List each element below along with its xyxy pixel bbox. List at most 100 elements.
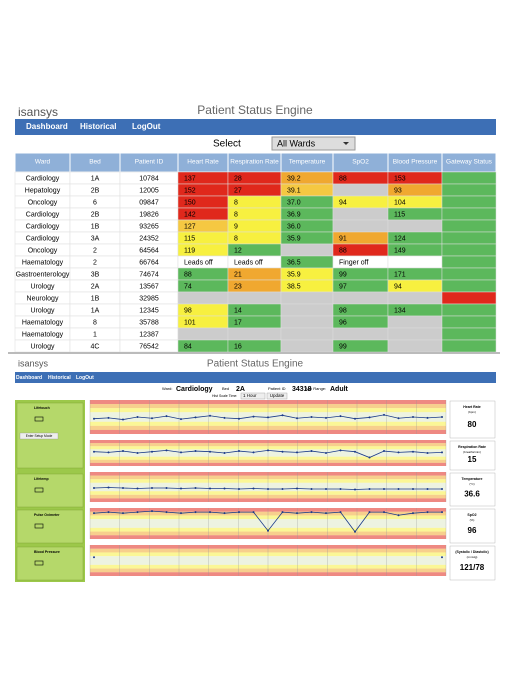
- cell-text: 64564: [139, 247, 159, 254]
- logo: isansys: [18, 358, 49, 368]
- cell-text: 17: [234, 319, 242, 326]
- cell: [280, 303, 334, 317]
- cell-text: Cardiology: [26, 235, 60, 242]
- divider: [8, 352, 500, 354]
- update-button[interactable]: [266, 392, 288, 400]
- cell: [332, 291, 389, 305]
- cell: [280, 243, 334, 257]
- logo: isansys: [18, 105, 58, 119]
- reading-label: Temperature: [462, 477, 483, 481]
- cell-text: Oncology: [28, 199, 58, 206]
- series-line: [93, 449, 443, 458]
- cell: [441, 171, 497, 185]
- cell: [387, 255, 443, 269]
- cell-text: 1B: [91, 223, 100, 230]
- cell: [280, 291, 334, 305]
- cell: [441, 339, 497, 353]
- cell-text: 137: [184, 175, 196, 182]
- header-text: Blood Pressure: [393, 159, 438, 166]
- reading-value: 96: [468, 526, 477, 535]
- cell-text: 124: [394, 235, 406, 242]
- cell-text: Urology: [30, 307, 55, 314]
- cell-text: 153: [394, 175, 406, 182]
- nav-item[interactable]: LogOut: [132, 122, 161, 131]
- cell-text: Oncology: [28, 247, 58, 254]
- cell-text: 98: [184, 307, 192, 314]
- cell-text: 91: [339, 235, 347, 242]
- cell-text: 36.5: [287, 259, 301, 266]
- reading-unit: (bpm): [468, 410, 476, 414]
- cell-text: 152: [184, 187, 196, 194]
- cell-text: 12005: [139, 187, 159, 194]
- cell-text: 12345: [139, 307, 159, 314]
- cell: [441, 231, 497, 245]
- battery: [34, 560, 44, 566]
- reading-value: 80: [468, 420, 477, 429]
- cell-text: 88: [184, 271, 192, 278]
- device-box: [16, 546, 84, 581]
- select-label: Select: [213, 139, 241, 150]
- cell-text: 66764: [139, 259, 159, 266]
- reading-label: SpO2: [467, 513, 476, 517]
- cell-text: 119: [184, 247, 195, 254]
- cell-text: Cardiology: [26, 175, 60, 182]
- scale-label: Hist Scale Time:: [212, 394, 237, 398]
- cell-text: 24352: [139, 235, 159, 242]
- cell: [387, 219, 443, 233]
- header-text: Temperature: [289, 159, 326, 166]
- cell: [280, 315, 334, 329]
- cell-text: 142: [184, 211, 196, 218]
- cell-text: 39.2: [287, 175, 301, 182]
- nav-item[interactable]: Dashboard: [16, 375, 42, 381]
- title: Patient Status Engine: [197, 103, 313, 117]
- reading-label: Heart Rate: [463, 405, 481, 409]
- cell-text: 1B: [91, 295, 100, 302]
- cell: [441, 303, 497, 317]
- cell-text: 37.0: [287, 199, 301, 206]
- reading-value: 36.6: [464, 489, 480, 498]
- header-text: SpO2: [352, 159, 369, 166]
- cell-text: 2B: [91, 211, 100, 218]
- cell-text: 96: [339, 319, 347, 326]
- device-name: Pulse Oximeter: [34, 513, 60, 517]
- nav-item[interactable]: LogOut: [76, 375, 94, 381]
- title: Patient Status Engine: [207, 359, 304, 370]
- device-name: Blood Pressure: [34, 550, 60, 554]
- data-point: [93, 556, 95, 559]
- scale-select[interactable]: [240, 392, 266, 400]
- battery: [34, 416, 44, 422]
- series-line: [93, 414, 443, 420]
- setup-text[interactable]: Enter Setup Mode: [26, 434, 53, 438]
- nav-item[interactable]: Dashboard: [26, 122, 68, 131]
- nav-item[interactable]: Historical: [80, 122, 116, 131]
- cell-text: Hepatology: [25, 187, 61, 194]
- cell: [332, 183, 389, 197]
- device-name: Lifetemp: [34, 477, 49, 481]
- cell-text: 127: [184, 223, 196, 230]
- reading-unit: (mmHg): [467, 555, 478, 559]
- cell-text: 19826: [139, 211, 159, 218]
- nav-item[interactable]: Historical: [48, 375, 71, 381]
- cell-text: 14: [234, 307, 242, 314]
- cell-text: 12387: [139, 331, 159, 338]
- cell-text: 35788: [139, 319, 159, 326]
- cell-text: 101: [184, 319, 196, 326]
- cell-text: 1A: [91, 307, 100, 314]
- header-text: Bed: [89, 159, 101, 166]
- info-text: Ward:: [162, 386, 173, 391]
- reading-value: 15: [468, 455, 477, 464]
- setup-button[interactable]: [19, 432, 59, 440]
- dropdown[interactable]: [271, 136, 356, 151]
- cell: [441, 327, 497, 341]
- header-text: Heart Rate: [187, 159, 219, 166]
- cell-text: Haematology: [22, 331, 64, 338]
- cell-text: Gastroenterology: [16, 271, 70, 278]
- cell-text: 6: [93, 199, 97, 206]
- cell-text: 35.9: [287, 271, 301, 278]
- reading-box: [449, 400, 496, 439]
- series-line: [93, 487, 442, 490]
- reading-box: [449, 545, 496, 581]
- info-text: 2A: [236, 386, 245, 393]
- info-text: Adult: [330, 386, 349, 393]
